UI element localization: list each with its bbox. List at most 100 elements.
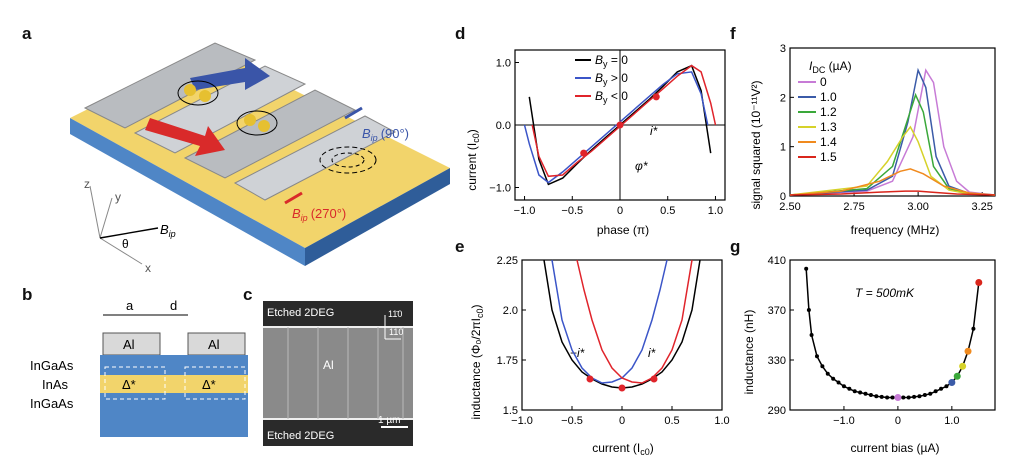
marker-point xyxy=(580,149,588,157)
d-ylabel-sub: c0 xyxy=(471,133,481,143)
y-tick-label: 1 xyxy=(780,142,786,154)
y-tick-label: 330 xyxy=(768,355,786,367)
y-tick-label: 0.0 xyxy=(496,120,511,132)
x-tick-label: 3.00 xyxy=(907,201,928,213)
electron-sphere xyxy=(244,114,256,126)
series-line xyxy=(531,64,717,178)
electron-sphere xyxy=(258,120,270,132)
svg-text:inductance (Φ₀/2πIc0): inductance (Φ₀/2πIc0) xyxy=(469,304,485,419)
legend-entry: By < 0 xyxy=(595,89,628,105)
d-ylabel: current (I xyxy=(465,143,479,191)
bip-90-sub: ip xyxy=(371,133,378,143)
series-line xyxy=(789,190,996,196)
data-point xyxy=(809,333,814,337)
dir2-label: 110 xyxy=(389,327,403,337)
d-xlabel: phase (π) xyxy=(597,223,649,237)
e-istar: i* xyxy=(648,346,656,360)
dir1-label: 11̄0 xyxy=(388,309,402,319)
y-tick-label: −1.0 xyxy=(489,183,511,195)
legend-entry: 0 xyxy=(820,75,827,89)
data-point xyxy=(912,394,917,399)
series-line xyxy=(789,68,996,196)
marker-point xyxy=(964,347,972,355)
chart-d: current (Ic0) phase (π) i* φ* −1.0 −0.5 0 0… xyxy=(465,49,726,237)
y-tick-label: 2 xyxy=(780,92,786,104)
legend-entry: 1.4 xyxy=(820,135,837,149)
y-tick-label: 2.25 xyxy=(497,255,518,267)
bvec-arrow xyxy=(99,227,159,239)
bvec-label: B xyxy=(160,222,169,237)
svg-text:Bip(90°): Bip (90°) xyxy=(362,126,409,143)
data-point xyxy=(885,395,890,400)
x-tick-label: 2.50 xyxy=(779,201,800,213)
y-tick-label: 1.75 xyxy=(497,355,518,367)
x-tick-label: 1.0 xyxy=(944,415,959,427)
data-point xyxy=(814,354,819,359)
y-tick-label: 2.0 xyxy=(503,305,518,317)
series-line xyxy=(789,168,996,196)
vortex-loop xyxy=(319,146,377,174)
bip-90-angle: (90°) xyxy=(381,126,409,141)
data-point xyxy=(928,391,933,396)
data-point xyxy=(917,394,922,399)
panel-f-label: f xyxy=(730,24,736,43)
series-line xyxy=(551,259,668,384)
dim-d: d xyxy=(170,298,177,313)
scale-text: 1 µm xyxy=(378,415,400,426)
delta-right: Δ* xyxy=(202,377,216,392)
data-point xyxy=(858,390,863,395)
series-line xyxy=(576,259,693,384)
ingaas-block xyxy=(100,355,248,437)
delta-left-box xyxy=(104,366,166,400)
legend-entry: By > 0 xyxy=(595,71,628,87)
legend-entry: 1.2 xyxy=(820,105,837,119)
y-tick-label: 0 xyxy=(780,191,786,203)
e-ylabel-end: ) xyxy=(469,304,483,308)
inas-layer xyxy=(100,375,248,393)
y-tick-label: 370 xyxy=(768,305,786,317)
panel-a-label: a xyxy=(22,24,32,43)
g-annotation: T = 500mK xyxy=(855,286,915,300)
marker-point xyxy=(586,375,594,383)
f-legend-title: I xyxy=(809,59,813,73)
e-xlabel-end: ) xyxy=(650,441,654,455)
sem-image: Etched 2DEG Etched 2DEG Al 11̄0 110 1 µm xyxy=(263,301,413,446)
bvec-sub: ip xyxy=(169,229,176,239)
theta-label: θ xyxy=(122,237,129,251)
data-point xyxy=(933,389,938,394)
d-phistar: φ* xyxy=(635,159,648,173)
bip-270-angle: (270°) xyxy=(311,206,347,221)
plot-frame xyxy=(789,259,996,411)
electron-sphere xyxy=(199,90,211,102)
panel-c-label: c xyxy=(243,285,253,304)
data-point xyxy=(852,389,857,394)
red-arrow xyxy=(145,118,225,156)
data-point xyxy=(847,386,852,391)
x-tick-label: −0.5 xyxy=(561,415,583,427)
svg-text:Bip: Bip xyxy=(160,222,176,239)
f-legend-sub: DC xyxy=(812,65,825,75)
y-tick-label: 290 xyxy=(768,405,786,417)
x-tick-label: 3.25 xyxy=(971,201,992,213)
marker-point xyxy=(616,121,624,129)
e-xlabel-sub: c0 xyxy=(640,447,650,457)
legend-entry: 1.5 xyxy=(820,150,837,164)
bip-90-b: B xyxy=(362,126,371,141)
data-point xyxy=(804,266,809,271)
sem-top-text: Etched 2DEG xyxy=(267,307,334,319)
g-ylabel: inductance (nH) xyxy=(742,310,756,395)
data-point xyxy=(863,391,868,396)
series-line xyxy=(543,259,701,389)
data-point xyxy=(890,395,895,400)
e-xlabel: current (I xyxy=(592,441,640,455)
f-xlabel: frequency (MHz) xyxy=(851,223,940,237)
substrate-side xyxy=(305,168,450,266)
al-strip-3 xyxy=(183,89,357,179)
y-tick-label: 1.0 xyxy=(496,58,511,70)
vortex-loop xyxy=(331,152,365,168)
blue-arrow xyxy=(190,58,270,90)
f-ylabel: signal squared (10⁻¹¹V²) xyxy=(749,80,763,209)
data-point xyxy=(922,393,927,397)
legend-entry: 1.3 xyxy=(820,120,837,134)
marker-point xyxy=(894,394,902,401)
